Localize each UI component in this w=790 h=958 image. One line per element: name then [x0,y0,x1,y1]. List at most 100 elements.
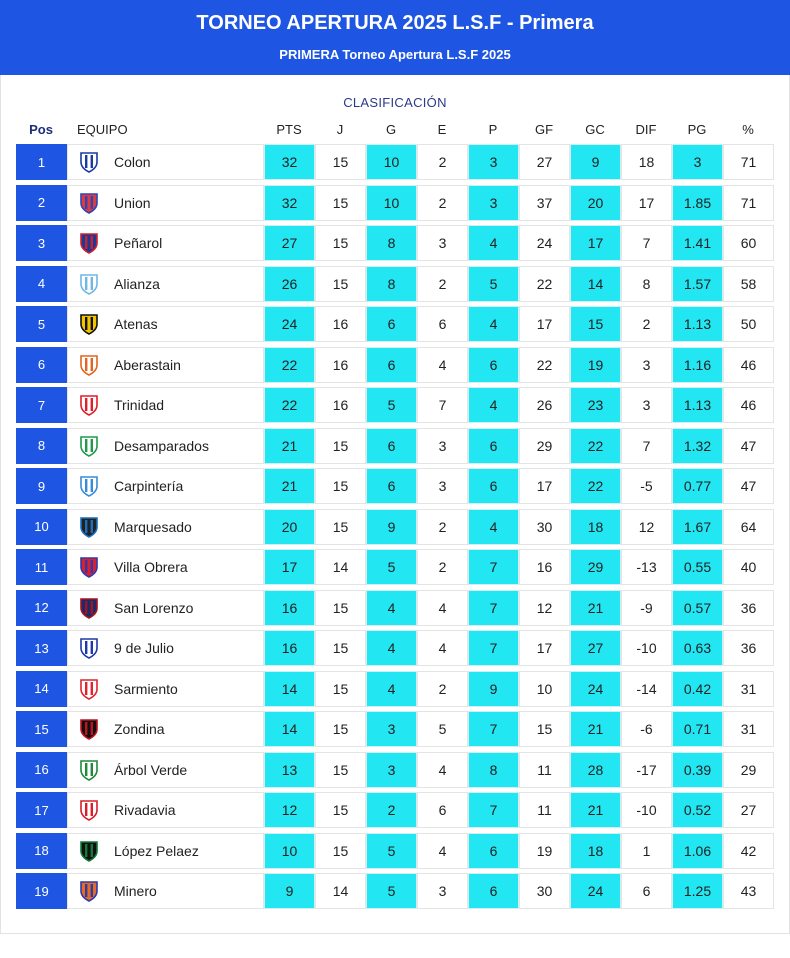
carpinteria-crest-icon [78,475,100,497]
column-header-pg[interactable]: PG [687,122,707,137]
g-cell: 6 [366,427,417,464]
team-cell[interactable]: San Lorenzo [67,589,264,626]
pts-cell: 9 [264,873,315,909]
column-header-e[interactable]: E [437,122,447,137]
table-row[interactable]: 8 Desamparados 21 15 6 3 6 29 22 7 1.32 47 [16,427,774,464]
dif-cell: 8 [621,265,672,302]
pts-cell: 27 [264,225,315,261]
position-cell: 17 [16,792,67,828]
table-row[interactable]: 2 Union 32 15 10 2 3 37 20 17 1.85 71 [16,184,774,221]
pg-cell: 0.42 [672,670,723,707]
team-cell[interactable]: Árbol Verde [67,751,264,788]
team-cell[interactable]: Aberastain [67,346,264,383]
pct-cell: 31 [723,711,774,747]
table-row[interactable]: 16 Árbol Verde 13 15 3 4 8 11 28 -17 0.39 29 [16,751,774,788]
gf-cell: 30 [519,508,570,545]
dif-cell: 1 [621,832,672,869]
column-header-equipo[interactable]: EQUIPO [77,122,128,137]
team-cell[interactable]: Minero [67,873,264,909]
column-header-dif[interactable]: DIF [635,122,657,137]
g-cell: 6 [366,306,417,342]
team-cell[interactable]: Desamparados [67,427,264,464]
column-header-j[interactable]: J [336,122,344,137]
g-cell: 9 [366,508,417,545]
table-row[interactable]: 10 Marquesado 20 15 9 2 4 30 18 12 1.67 64 [16,508,774,545]
team-cell[interactable]: Union [67,184,264,221]
team-cell[interactable]: Trinidad [67,387,264,423]
team-name: 9 de Julio [114,640,174,656]
team-cell[interactable]: Peñarol [67,225,264,261]
team-cell[interactable]: Rivadavia [67,792,264,828]
g-cell: 3 [366,711,417,747]
column-header-gf[interactable]: GF [534,122,554,137]
p-cell: 3 [468,144,519,180]
pg-cell: 0.57 [672,589,723,626]
column-header-pos[interactable]: Pos [29,122,53,137]
table-row[interactable]: 13 9 de Julio 16 15 4 4 7 17 27 -10 0.63 36 [16,630,774,666]
team-cell[interactable]: Atenas [67,306,264,342]
p-cell: 4 [468,306,519,342]
pts-cell: 17 [264,549,315,585]
team-cell[interactable]: Marquesado [67,508,264,545]
column-header-pts[interactable]: PTS [276,122,302,137]
column-header-g[interactable]: G [385,122,397,137]
j-cell: 15 [315,589,366,626]
team-cell[interactable]: Alianza [67,265,264,302]
table-row[interactable]: 11 Villa Obrera 17 14 5 2 7 16 29 -13 0.55 40 [16,549,774,585]
pg-cell: 3 [672,144,723,180]
pg-cell: 1.16 [672,346,723,383]
rivadavia-crest-icon [78,799,100,821]
gf-cell: 17 [519,468,570,504]
table-row[interactable]: 4 Alianza 26 15 8 2 5 22 14 8 1.57 58 [16,265,774,302]
dif-cell: 3 [621,346,672,383]
pg-cell: 1.41 [672,225,723,261]
g-cell: 4 [366,670,417,707]
g-cell: 10 [366,144,417,180]
pts-cell: 13 [264,751,315,788]
team-cell[interactable]: Villa Obrera [67,549,264,585]
page-subtitle: PRIMERA Torneo Apertura L.S.F 2025 [279,47,511,62]
g-cell: 3 [366,751,417,788]
j-cell: 15 [315,508,366,545]
table-row[interactable]: 9 Carpintería 21 15 6 3 6 17 22 -5 0.77 47 [16,468,774,504]
j-cell: 16 [315,306,366,342]
table-row[interactable]: 1 Colon 32 15 10 2 3 27 9 18 3 71 [16,144,774,180]
g-cell: 4 [366,589,417,626]
team-cell[interactable]: Zondina [67,711,264,747]
pts-cell: 21 [264,468,315,504]
table-row[interactable]: 12 San Lorenzo 16 15 4 4 7 12 21 -9 0.57 36 [16,589,774,626]
table-row[interactable]: 7 Trinidad 22 16 5 7 4 26 23 3 1.13 46 [16,387,774,423]
colon-crest-icon [78,151,100,173]
gf-cell: 12 [519,589,570,626]
table-row[interactable]: 17 Rivadavia 12 15 2 6 7 11 21 -10 0.52 27 [16,792,774,828]
p-cell: 6 [468,346,519,383]
team-name: Villa Obrera [114,559,188,575]
team-cell[interactable]: Carpintería [67,468,264,504]
team-cell[interactable]: Colon [67,144,264,180]
trinidad-crest-icon [78,394,100,416]
column-header-gc[interactable]: GC [585,122,605,137]
pct-cell: 31 [723,670,774,707]
team-cell[interactable]: 9 de Julio [67,630,264,666]
table-row[interactable]: 6 Aberastain 22 16 6 4 6 22 19 3 1.16 46 [16,346,774,383]
team-cell[interactable]: López Pelaez [67,832,264,869]
pg-cell: 1.06 [672,832,723,869]
table-row[interactable]: 5 Atenas 24 16 6 6 4 17 15 2 1.13 50 [16,306,774,342]
table-row[interactable]: 18 López Pelaez 10 15 5 4 6 19 18 1 1.06 42 [16,832,774,869]
section-title: CLASIFICACIÓN [343,95,447,110]
team-name: San Lorenzo [114,599,194,616]
table-row[interactable]: 14 Sarmiento 14 15 4 2 9 10 24 -14 0.42 31 [16,670,774,707]
table-row[interactable]: 3 Peñarol 27 15 8 3 4 24 17 7 1.41 60 [16,225,774,261]
j-cell: 15 [315,711,366,747]
column-header-pct[interactable]: % [742,122,754,137]
team-name: Union [114,194,151,211]
gf-cell: 29 [519,427,570,464]
column-header-p[interactable]: P [488,122,498,137]
team-cell[interactable]: Sarmiento [67,670,264,707]
g-cell: 2 [366,792,417,828]
dif-cell: -13 [621,549,672,585]
p-cell: 9 [468,670,519,707]
table-row[interactable]: 19 Minero 9 14 5 3 6 30 24 6 1.25 43 [16,873,774,909]
table-row[interactable]: 15 Zondina 14 15 3 5 7 15 21 -6 0.71 31 [16,711,774,747]
team-name: Colon [114,154,151,170]
